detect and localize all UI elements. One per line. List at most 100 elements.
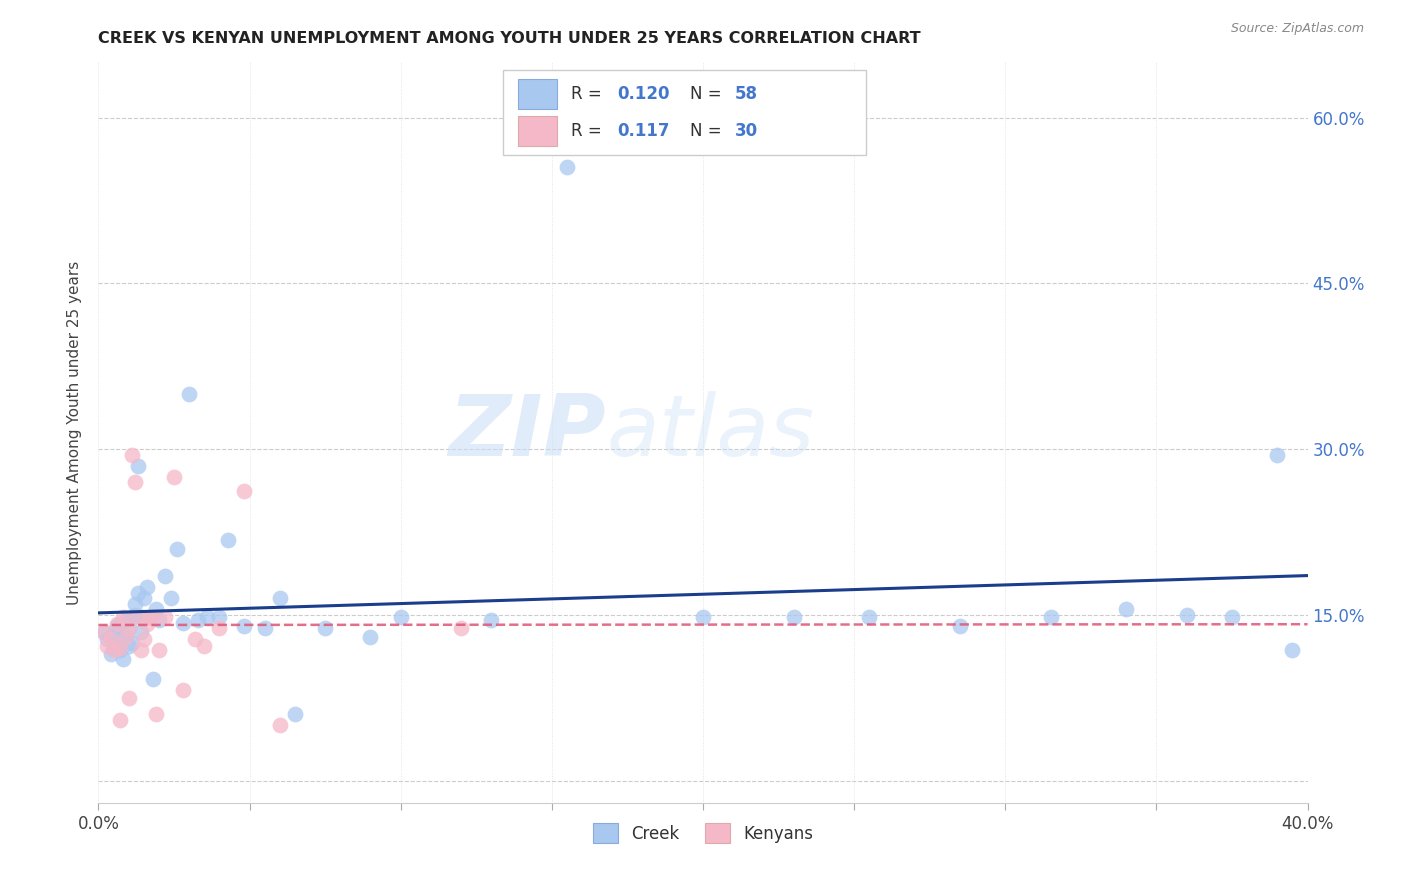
Point bbox=[121, 610, 143, 624]
Point bbox=[232, 484, 254, 499]
Point bbox=[139, 610, 162, 624]
Point bbox=[166, 541, 188, 556]
Point bbox=[481, 614, 503, 628]
Point bbox=[105, 635, 128, 649]
Point bbox=[96, 632, 118, 647]
Point bbox=[118, 621, 141, 635]
Point bbox=[118, 621, 141, 635]
Text: N =: N = bbox=[690, 86, 727, 103]
Point bbox=[132, 632, 155, 647]
Point bbox=[114, 614, 136, 628]
Point bbox=[1281, 643, 1303, 657]
Point bbox=[103, 641, 125, 656]
Point bbox=[184, 632, 207, 647]
Point bbox=[103, 643, 125, 657]
Point bbox=[232, 619, 254, 633]
Legend: Creek, Kenyans: Creek, Kenyans bbox=[586, 816, 820, 850]
Point bbox=[253, 621, 276, 635]
Point bbox=[103, 626, 125, 640]
Point bbox=[153, 569, 176, 583]
Point bbox=[114, 630, 136, 644]
Point bbox=[108, 641, 131, 656]
Point bbox=[129, 624, 152, 639]
Point bbox=[100, 632, 122, 647]
Text: 58: 58 bbox=[734, 86, 758, 103]
Text: 0.120: 0.120 bbox=[617, 86, 669, 103]
Point bbox=[132, 591, 155, 606]
Point bbox=[111, 632, 134, 647]
Point bbox=[142, 610, 165, 624]
Point bbox=[284, 707, 307, 722]
Point bbox=[124, 475, 146, 490]
Point bbox=[111, 610, 134, 624]
Point bbox=[217, 533, 239, 547]
Point bbox=[179, 387, 201, 401]
Point bbox=[692, 610, 714, 624]
Point bbox=[93, 624, 115, 639]
Point bbox=[124, 607, 146, 622]
Point bbox=[100, 630, 122, 644]
Point bbox=[163, 470, 186, 484]
Point bbox=[208, 621, 231, 635]
Point bbox=[121, 448, 143, 462]
Point bbox=[142, 672, 165, 686]
Point bbox=[118, 690, 141, 705]
Point bbox=[187, 614, 209, 628]
Text: CREEK VS KENYAN UNEMPLOYMENT AMONG YOUTH UNDER 25 YEARS CORRELATION CHART: CREEK VS KENYAN UNEMPLOYMENT AMONG YOUTH… bbox=[98, 31, 921, 46]
Point bbox=[129, 610, 152, 624]
Point bbox=[360, 630, 382, 644]
Point bbox=[269, 718, 291, 732]
Point bbox=[269, 591, 291, 606]
Text: N =: N = bbox=[690, 122, 727, 140]
Point bbox=[135, 580, 157, 594]
Point bbox=[450, 621, 472, 635]
FancyBboxPatch shape bbox=[517, 117, 557, 146]
Point bbox=[135, 616, 157, 631]
Y-axis label: Unemployment Among Youth under 25 years: Unemployment Among Youth under 25 years bbox=[67, 260, 83, 605]
Point bbox=[1267, 448, 1289, 462]
Point bbox=[139, 610, 162, 624]
Point bbox=[172, 683, 194, 698]
Point bbox=[148, 614, 170, 628]
Text: 0.117: 0.117 bbox=[617, 122, 669, 140]
FancyBboxPatch shape bbox=[503, 70, 866, 155]
Point bbox=[145, 602, 167, 616]
FancyBboxPatch shape bbox=[517, 79, 557, 109]
Point bbox=[1175, 607, 1198, 622]
Point bbox=[555, 161, 578, 175]
Point bbox=[93, 624, 115, 639]
Point bbox=[1220, 610, 1243, 624]
Text: Source: ZipAtlas.com: Source: ZipAtlas.com bbox=[1230, 22, 1364, 36]
Point bbox=[145, 707, 167, 722]
Point bbox=[108, 713, 131, 727]
Point bbox=[111, 652, 134, 666]
Point bbox=[127, 458, 149, 473]
Text: ZIP: ZIP bbox=[449, 391, 606, 475]
Point bbox=[193, 639, 215, 653]
Point bbox=[195, 610, 218, 624]
Text: R =: R = bbox=[571, 122, 607, 140]
Text: 30: 30 bbox=[734, 122, 758, 140]
Point bbox=[121, 635, 143, 649]
Point bbox=[389, 610, 412, 624]
Point bbox=[108, 616, 131, 631]
Text: atlas: atlas bbox=[606, 391, 814, 475]
Point bbox=[172, 615, 194, 630]
Point bbox=[314, 621, 336, 635]
Point bbox=[114, 630, 136, 644]
Point bbox=[127, 610, 149, 624]
Point bbox=[153, 610, 176, 624]
Point bbox=[208, 610, 231, 624]
Point bbox=[108, 643, 131, 657]
Point bbox=[783, 610, 806, 624]
Point bbox=[127, 586, 149, 600]
Point bbox=[129, 643, 152, 657]
Point bbox=[1115, 602, 1137, 616]
Point bbox=[118, 639, 141, 653]
Text: R =: R = bbox=[571, 86, 607, 103]
Point bbox=[100, 647, 122, 661]
Point bbox=[949, 619, 972, 633]
Point bbox=[1039, 610, 1062, 624]
Point bbox=[858, 610, 880, 624]
Point bbox=[105, 619, 128, 633]
